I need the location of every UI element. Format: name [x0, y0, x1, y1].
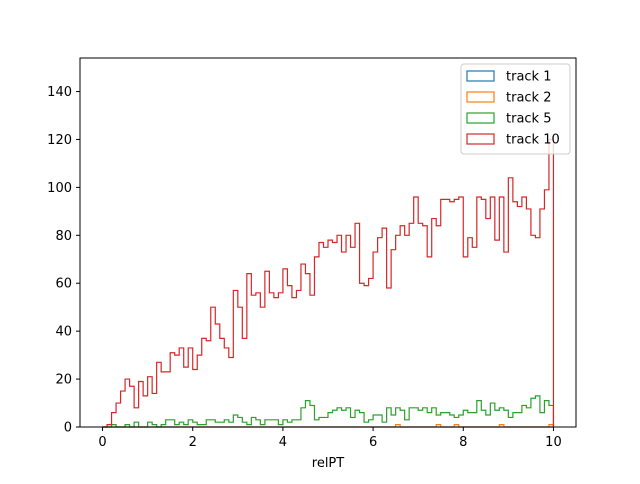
y-tick-label: 40 [55, 325, 72, 340]
x-tick-label: 10 [545, 435, 562, 450]
x-axis-label: relPT [312, 456, 345, 471]
y-tick-label: 100 [47, 181, 72, 196]
legend-label-track-5: track 5 [506, 112, 552, 127]
x-tick-label: 8 [459, 435, 467, 450]
y-tick-label: 140 [47, 85, 72, 100]
y-tick-label: 0 [64, 421, 72, 436]
x-tick-label: 0 [98, 435, 106, 450]
legend-swatch-track-10 [466, 133, 495, 145]
legend-swatch-track-1 [466, 70, 495, 82]
legend-label-track-1: track 1 [506, 70, 552, 85]
series-track-10-histogram [102, 138, 555, 428]
legend-swatch-track-5 [466, 112, 495, 124]
legend: track 1 track 2 track 5 track 10 [460, 63, 571, 155]
legend-box [460, 63, 571, 155]
legend-swatch-track-2 [466, 91, 495, 103]
axes-frame [79, 57, 577, 428]
legend-label-track-10: track 10 [506, 133, 560, 148]
y-tick-label: 120 [47, 133, 72, 148]
x-tick-label: 2 [189, 435, 197, 450]
y-tick-label: 80 [55, 229, 72, 244]
x-tick-label: 6 [369, 435, 377, 450]
y-tick-label: 20 [55, 373, 72, 388]
x-tick-label: 4 [279, 435, 287, 450]
series-track-5-histogram [102, 395, 555, 428]
legend-label-track-2: track 2 [506, 91, 552, 106]
y-tick-label: 60 [55, 277, 72, 292]
